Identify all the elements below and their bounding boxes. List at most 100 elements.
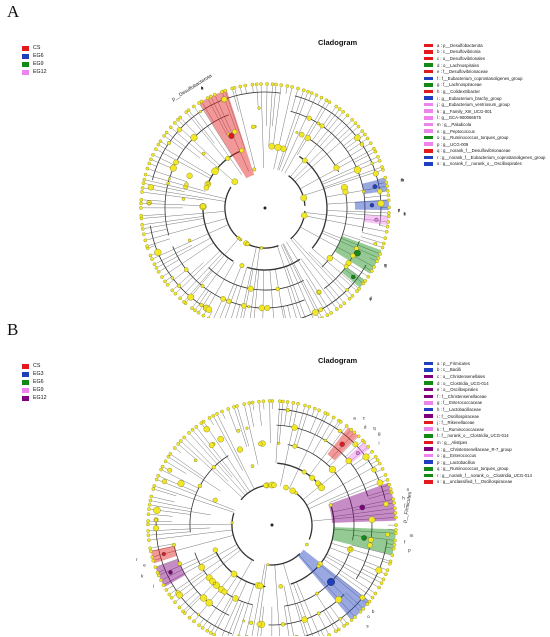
clade-letter: p xyxy=(398,208,401,213)
taxa-legend-item: e : f__Desulfovibrionaceae xyxy=(424,68,545,75)
group-legend-label: EG9 xyxy=(33,61,44,67)
branch-arc xyxy=(269,553,301,566)
leaf-branch xyxy=(326,210,387,214)
leaf-branch xyxy=(292,237,349,298)
legend-swatch xyxy=(424,142,433,146)
group-legend-label: EG3 xyxy=(33,371,44,377)
leaf-node xyxy=(193,308,197,313)
leaf-node xyxy=(151,558,155,563)
tree-node xyxy=(147,184,154,191)
clade-letter: h xyxy=(402,495,405,500)
clade-letter: j xyxy=(403,502,405,507)
tree-node xyxy=(373,242,378,246)
leaf-branch xyxy=(317,613,329,634)
leaf-node xyxy=(147,538,151,542)
taxa-legend-label: e : o__Oscillospirales xyxy=(437,387,478,393)
clade-letter: m xyxy=(401,177,405,182)
leaf-branch xyxy=(338,572,372,597)
tree-node xyxy=(278,584,284,589)
leaf-node xyxy=(274,82,278,87)
leaf-branch xyxy=(143,199,166,202)
clade-letter: l xyxy=(402,177,403,182)
leaf-node xyxy=(357,287,361,291)
cladogram-title: Cladogram xyxy=(318,38,358,47)
leaf-branch xyxy=(252,86,254,93)
tree-node xyxy=(221,588,228,595)
leaf-node xyxy=(394,523,398,527)
leaf-branch xyxy=(278,93,308,171)
leaf-branch xyxy=(150,531,191,536)
leaf-node xyxy=(356,434,361,439)
leaf-branch xyxy=(284,606,290,636)
leaf-branch xyxy=(275,269,284,318)
leaf-node xyxy=(314,93,319,97)
taxa-legend-item: m : g__Alistipes xyxy=(424,439,532,446)
tree-node xyxy=(205,306,213,313)
leaf-node xyxy=(247,401,252,405)
taxa-legend-item: p : g__Lactobacillus xyxy=(424,459,532,466)
leaf-node xyxy=(382,241,386,246)
taxa-legend-label: j : f__Rikenellaceae xyxy=(437,420,475,426)
leaf-node xyxy=(387,482,392,487)
taxa-legend-item: k : g__Family_XIII_UCG-001 xyxy=(424,108,545,115)
clade-letter: o xyxy=(201,86,204,91)
tree-node xyxy=(172,542,176,547)
leaf-node xyxy=(370,449,374,454)
branch-arc xyxy=(296,492,313,540)
leaf-branch xyxy=(323,167,381,188)
leaf-branch xyxy=(154,155,175,166)
leaf-branch xyxy=(234,89,256,170)
tree-node xyxy=(316,121,321,126)
leaf-branch xyxy=(257,564,267,636)
leaf-branch xyxy=(232,602,245,636)
taxa-legend-item: k : f__Ruminococcaceae xyxy=(424,426,532,433)
leaf-branch xyxy=(322,230,379,254)
clade-letter: r xyxy=(404,211,406,216)
leaf-node xyxy=(197,101,201,105)
tree-node xyxy=(167,467,173,473)
leaf-branch xyxy=(150,520,173,523)
tree-node xyxy=(242,619,246,623)
taxa-legend-item: n : g__Peptococcus xyxy=(424,128,545,135)
branch-arc xyxy=(214,550,266,588)
leaf-node xyxy=(146,512,151,516)
leaf-node xyxy=(301,88,306,92)
tree-node xyxy=(154,248,162,256)
leaf-node xyxy=(173,446,177,450)
leaf-node xyxy=(339,420,343,424)
tree-node xyxy=(291,424,298,431)
leaf-node xyxy=(386,189,390,193)
leaf-node xyxy=(187,615,192,620)
tree-node xyxy=(301,616,308,623)
leaf-node xyxy=(381,168,385,172)
leaf-branch xyxy=(293,407,305,447)
tree-node xyxy=(257,106,261,110)
tree-node xyxy=(264,305,271,311)
tree-node xyxy=(217,435,224,443)
leaf-node xyxy=(347,296,352,301)
legend-swatch xyxy=(424,89,433,94)
tree-node xyxy=(292,443,298,449)
leaf-node xyxy=(386,214,391,219)
taxa-legend-item: e : o__Oscillospirales xyxy=(424,386,532,393)
legend-swatch xyxy=(424,381,433,385)
leaf-node xyxy=(360,129,365,133)
legend-swatch xyxy=(424,401,433,405)
leaf-branch xyxy=(291,90,298,112)
leaf-branch xyxy=(319,116,347,147)
clade-letter: s xyxy=(384,263,387,268)
clade-letter: c xyxy=(363,415,366,420)
leaf-node xyxy=(285,84,290,88)
leaf-branch xyxy=(312,419,333,454)
tree-node xyxy=(258,304,265,312)
leaf-branch xyxy=(331,542,389,561)
leaf-branch xyxy=(361,568,382,579)
leaf-node xyxy=(139,214,143,218)
legend-swatch xyxy=(424,109,433,113)
legend-swatch xyxy=(22,69,29,75)
leaf-branch xyxy=(272,86,277,127)
leaf-branch xyxy=(231,267,248,318)
taxa-legend-item: a : p__Desulfobacterota xyxy=(424,42,545,49)
leaf-node xyxy=(160,464,165,469)
leaf-node xyxy=(349,427,353,432)
